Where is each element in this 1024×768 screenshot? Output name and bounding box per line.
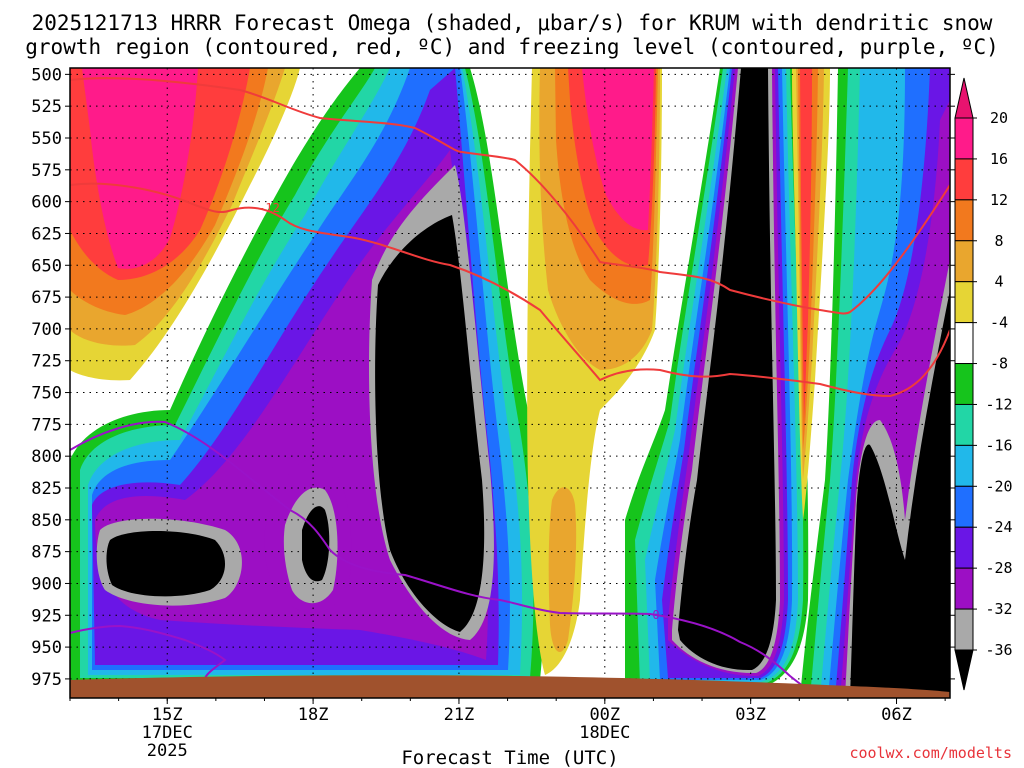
colorbar-segment: [954, 363, 974, 405]
colorbar-segment: [954, 322, 974, 365]
freezing-level-contour-label: 0: [652, 608, 659, 622]
colorbar-label: -36: [985, 641, 1012, 659]
plot-area: -12 0: [70, 68, 950, 698]
colorbar-label: -28: [985, 559, 1012, 577]
dgz-contour-lower: [70, 182, 950, 398]
colorbar-label: 12: [990, 191, 1008, 209]
colorbar-segment: [954, 485, 974, 528]
y-tick-label: 675: [31, 288, 62, 308]
chart-title-line2: growth region (contoured, red, ºC) and f…: [25, 35, 999, 59]
x-tick-label: 03Z: [735, 705, 766, 725]
plot-frame: [69, 67, 951, 699]
y-axis: 500 525 550 575 600 625 650 675 700 725 750 775 800 8…: [31, 65, 955, 690]
y-tick-label: 500: [31, 65, 62, 85]
dgz-contour-label: -12: [258, 201, 280, 215]
credit-text: coolwx.com/modelts: [849, 744, 1012, 762]
y-tick-label: 600: [31, 193, 62, 213]
colorbar-label: 8: [994, 232, 1003, 250]
y-tick-label: 550: [31, 129, 62, 149]
terrain-ground: [70, 675, 950, 698]
y-tick-label: 525: [31, 97, 62, 117]
x-tick-label: 00Z: [589, 705, 620, 725]
colorbar-label: -32: [985, 600, 1012, 618]
y-tick-label: 625: [31, 224, 62, 244]
y-tick-label: 900: [31, 574, 62, 594]
colorbar: 20 16 12 8 4 -4 -8 -12 -16 -20 -24 -28 -32 -36: [954, 77, 1013, 691]
x-tick-label: 15Z: [152, 705, 183, 725]
y-tick-label: 725: [31, 352, 62, 372]
colorbar-segment: [954, 567, 974, 610]
x-tick-label: 18Z: [298, 705, 329, 725]
y-tick-label: 875: [31, 543, 62, 563]
y-tick-label: 825: [31, 479, 62, 499]
colorbar-label: -4: [990, 314, 1008, 332]
x-tick-label: 06Z: [881, 705, 912, 725]
y-tick-label: 775: [31, 415, 62, 435]
omega-positive-region-left: [70, 68, 300, 381]
colorbar-label: -16: [985, 436, 1012, 454]
omega-positive-strip-04z: [792, 68, 830, 520]
colorbar-segment: [954, 158, 974, 201]
y-tick-label: 975: [31, 670, 62, 690]
y-tick-label: 925: [31, 606, 62, 626]
y-tick-label: 850: [31, 511, 62, 531]
x-tick-label: 18DEC: [579, 723, 630, 743]
dgz-contour-upper: [70, 77, 950, 315]
colorbar-label: 16: [990, 150, 1008, 168]
omega-negative-region-far-right: [800, 68, 950, 698]
x-tick-label: 21Z: [444, 705, 475, 725]
freezing-level-contour-main: [70, 420, 813, 691]
y-tick-label: 650: [31, 256, 62, 276]
colorbar-segment: [954, 240, 974, 283]
colorbar-label: -24: [985, 518, 1012, 536]
colorbar-top-arrow: [954, 77, 974, 119]
omega-positive-region-middle: [527, 68, 662, 675]
colorbar-label: -12: [985, 395, 1012, 413]
x-tick-label: 17DEC: [142, 723, 193, 743]
freezing-level-contours: [70, 420, 813, 691]
y-tick-label: 575: [31, 161, 62, 181]
y-tick-label: 750: [31, 384, 62, 404]
x-tick-label: 2025: [147, 741, 188, 761]
omega-strong-negative-cores: [96, 165, 494, 640]
y-tick-label: 950: [31, 638, 62, 658]
colorbar-segment: [954, 526, 974, 569]
freezing-level-contour-lower: [70, 624, 227, 679]
colorbar-label: -8: [990, 355, 1008, 373]
x-axis-title: Forecast Time (UTC): [401, 747, 618, 768]
colorbar-label: -20: [985, 477, 1012, 495]
y-tick-label: 700: [31, 320, 62, 340]
omega-negative-region-right: [625, 68, 809, 688]
colorbar-segment: [954, 403, 974, 446]
colorbar-segment: [954, 199, 974, 242]
colorbar-segment: [954, 281, 974, 324]
colorbar-segment: [954, 117, 974, 160]
colorbar-label: 20: [990, 109, 1008, 127]
colorbar-segment: [954, 444, 974, 487]
chart-title-line1: 2025121713 HRRR Forecast Omega (shaded, …: [32, 11, 993, 35]
colorbar-bottom-arrow: [954, 649, 974, 691]
colorbar-segment: [954, 608, 974, 651]
y-tick-label: 800: [31, 447, 62, 467]
colorbar-label: 4: [994, 273, 1003, 291]
dgz-contours: [70, 77, 950, 398]
grid-lines: [70, 68, 950, 698]
